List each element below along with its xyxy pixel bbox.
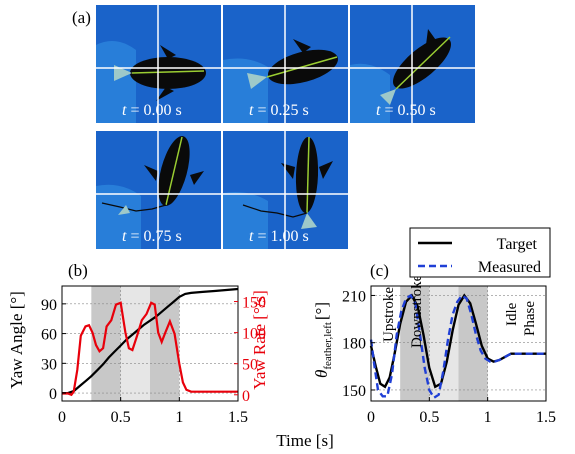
robot-tail [114, 65, 132, 81]
robot-tether [101, 202, 167, 212]
chart-b-right-ticks: 0 50 100 150 [234, 295, 266, 405]
robot-body [130, 57, 206, 89]
chart-b-xtick-label-0: 0 [58, 409, 66, 426]
photo-tank-edge [223, 192, 268, 249]
photo-frame-4: t = 1.00 s [223, 131, 348, 249]
photo-frame-2: t = 0.50 s [350, 5, 475, 123]
time-label-4: t = 1.00 s [249, 228, 309, 245]
chart-c-ytick-label-2: 210 [342, 288, 366, 305]
chart-b-rtick-label-3: 150 [242, 295, 266, 312]
photo-3-svg: t = 0.75 s [96, 131, 221, 249]
robot-fin [190, 171, 204, 185]
robot-fin [319, 161, 333, 179]
time-label-2: t = 0.50 s [376, 102, 436, 119]
photo-tank-edge [350, 63, 390, 123]
photo-1-svg: t = 0.25 s [223, 5, 348, 123]
chart-b-ltick-label-3: 90 [41, 297, 57, 314]
chart-c-xtick-label-3: 1.5 [536, 409, 556, 426]
chart-b-ltick-label-1: 30 [41, 356, 57, 373]
phase-label-idle: Idle [504, 302, 520, 326]
chart-c-band-3 [458, 286, 488, 401]
chart-c-gridlines [371, 286, 546, 401]
photo-tank-edge [96, 184, 141, 249]
chart-c-legend: Target Measured [409, 227, 551, 278]
chart-b-x-ticks: 0 0.5 1 1.5 [58, 397, 248, 426]
chart-c-frame [370, 285, 547, 402]
robot-tail [301, 213, 317, 229]
panel-c-label: (c) [370, 261, 389, 280]
robot-stripe [266, 56, 338, 78]
time-label-1: t = 0.25 s [249, 102, 309, 119]
robot-stripe [131, 70, 205, 74]
phase-label-upstroke: Upstroke [381, 287, 397, 342]
photo-frame-3: t = 0.75 s [96, 131, 221, 249]
phase-label-downstroke: Downstroke [409, 274, 425, 348]
robot-fin [426, 29, 438, 45]
photo-0-svg: t = 0.00 s [96, 5, 221, 123]
shared-x-axis-label: Time [s] [276, 431, 333, 450]
legend-target-label: Target [497, 236, 538, 253]
chart-b-rtick-label-2: 100 [242, 326, 266, 343]
robot-tail [118, 205, 130, 215]
chart-b-rtick-label-0: 0 [242, 388, 250, 405]
chart-b-xtick-label-1: 0.5 [111, 409, 131, 426]
photo-frame-1: t = 0.25 s [223, 5, 348, 123]
time-label-3: t = 0.75 s [122, 228, 182, 245]
photo-4-svg: t = 1.00 s [223, 131, 348, 249]
photo-2-svg: t = 0.50 s [350, 5, 475, 123]
chart-c-xtick-label-0: 0 [367, 409, 375, 426]
chart-b-xtick-label-3: 1.5 [228, 409, 248, 426]
photo-tank-edge [223, 58, 268, 123]
robot-stripe [395, 36, 451, 90]
robot-fin [144, 165, 158, 181]
chart-c-y-axis-label: θfeather,left[°] [312, 302, 334, 378]
phase-label-phase: Phase [522, 301, 538, 336]
robot-tail [247, 73, 267, 89]
robot-tail [380, 89, 396, 105]
robot-fin [160, 45, 176, 59]
chart-b-rtick-label-1: 50 [242, 357, 258, 374]
chart-c-x-ticks: 0 0.5 1 1.5 [367, 397, 556, 426]
chart-b-xtick-label-2: 1 [175, 409, 183, 426]
photo-frame-0: t = 0.00 s [96, 5, 221, 123]
photo-tank-edge [96, 41, 136, 123]
chart-c-y-ticks: 150 180 210 [342, 288, 375, 400]
robot-fin [156, 87, 174, 101]
chart-c-xtick-label-1: 0.5 [419, 409, 439, 426]
legend-measured-label: Measured [478, 259, 541, 276]
chart-c-ytick-label-1: 180 [342, 336, 366, 353]
chart-c-ytick-label-0: 150 [342, 383, 366, 400]
chart-b-right-axis-label: Yaw Rate [°/s] [250, 290, 269, 390]
chart-c-measured-line [369, 293, 546, 400]
chart-b-frame [61, 285, 239, 402]
robot-fin [293, 39, 311, 53]
robot-tether [242, 204, 308, 218]
legend-box [409, 227, 551, 278]
panel-a-label: (a) [72, 8, 91, 27]
chart-b-ltick-label-0: 0 [49, 386, 57, 403]
chart-b: (b) 0 0.5 1 1.5 0 30 60 90 0 50 100 150 Yaw Angle… [7, 261, 269, 426]
chart-b-left-axis-label: Yaw Angle [°] [7, 291, 26, 389]
chart-c-xtick-label-2: 1 [484, 409, 492, 426]
chart-b-yaw-rate-line [62, 301, 238, 397]
robot-stripe [306, 136, 310, 214]
chart-b-ltick-label-2: 60 [41, 327, 57, 344]
panel-b-label: (b) [68, 261, 88, 280]
time-label-0: t = 0.00 s [122, 102, 182, 119]
chart-b-left-ticks: 0 30 60 90 [41, 297, 66, 403]
